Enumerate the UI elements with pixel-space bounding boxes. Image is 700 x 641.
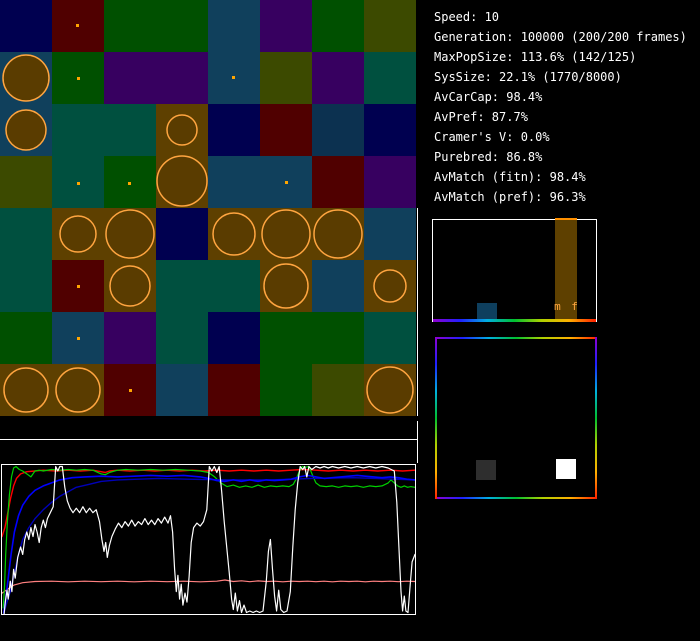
agent-circle [313, 209, 363, 259]
agent-circle [261, 209, 311, 259]
history-chart-plot [2, 465, 415, 614]
agent-circle [156, 155, 208, 207]
stat-line: AvMatch (fitn): 98.4% [434, 170, 586, 184]
scale-v-line [417, 208, 418, 416]
matrix-edge-left [435, 337, 437, 499]
agent-circle [109, 265, 151, 307]
agent-dot [128, 182, 131, 185]
world-cell [104, 312, 156, 364]
world-cell [312, 156, 364, 208]
agent-circle [2, 54, 50, 102]
world-cell [156, 260, 208, 312]
world-cell [156, 364, 208, 416]
stats-panel: Speed: 10 Generation: 100000 (200/200 fra… [434, 7, 687, 207]
world-cell [104, 0, 156, 52]
history-chart [1, 464, 416, 615]
agent-circle [3, 367, 49, 413]
agent-dot [77, 77, 80, 80]
hist-bar-small [477, 303, 497, 319]
world-cell [208, 260, 260, 312]
world-cell [260, 312, 312, 364]
population-histogram: m f [432, 218, 597, 322]
agent-circle [212, 212, 256, 256]
agent-dot [129, 389, 132, 392]
scale-h-line [0, 439, 417, 440]
world-cell [312, 260, 364, 312]
preference-matrix [435, 337, 597, 499]
world-cell [156, 208, 208, 260]
white-line [3, 465, 415, 614]
agent-circle [105, 209, 155, 259]
world-cell [364, 104, 416, 156]
matrix-edge-bottom [435, 497, 597, 499]
world-cell [364, 208, 416, 260]
world-cell [104, 52, 156, 104]
world-cell [364, 156, 416, 208]
agent-circle [59, 215, 97, 253]
world-cell [260, 364, 312, 416]
world-cell [312, 364, 364, 416]
world-cell [0, 260, 52, 312]
blue-line [2, 474, 415, 614]
stat-line: Cramer's V: 0.0% [434, 130, 550, 144]
dark-blue-line [3, 476, 415, 614]
world-grid [0, 0, 416, 416]
agent-dot [77, 182, 80, 185]
world-cell [364, 312, 416, 364]
world-cell [208, 104, 260, 156]
agent-circle [55, 367, 101, 413]
world-cell [0, 0, 52, 52]
world-cell [0, 208, 52, 260]
agent-dot [77, 285, 80, 288]
world-cell [156, 52, 208, 104]
world-cell [156, 0, 208, 52]
agent-circle [5, 109, 47, 151]
matrix-edge-right [595, 337, 597, 499]
world-cell [208, 312, 260, 364]
agent-dot [77, 337, 80, 340]
stat-line: AvMatch (pref): 96.3% [434, 190, 586, 204]
matrix-edge-top [435, 337, 597, 339]
agent-dot [232, 76, 235, 79]
world-cell [364, 0, 416, 52]
agent-circle [263, 263, 309, 309]
agent-dot [76, 24, 79, 27]
stat-line: Purebred: 86.8% [434, 150, 543, 164]
world-cell [260, 104, 312, 156]
world-cell [208, 156, 260, 208]
green-line [2, 465, 415, 609]
world-cell [312, 104, 364, 156]
stat-line: Generation: 100000 (200/200 frames) [434, 30, 687, 44]
stat-line: SysSize: 22.1% (1770/8000) [434, 70, 622, 84]
stat-line: AvCarCap: 98.4% [434, 90, 543, 104]
hist-bar-tall [555, 218, 577, 319]
stat-line: MaxPopSize: 113.6% (142/125) [434, 50, 637, 64]
histogram-mf-label: m f [554, 300, 580, 313]
agent-dot [285, 181, 288, 184]
stat-line: Speed: 10 [434, 10, 500, 24]
scale-v-line [417, 421, 418, 463]
matrix-cell-f [556, 459, 576, 479]
world-cell [312, 0, 364, 52]
world-cell [208, 0, 260, 52]
agent-circle [366, 366, 414, 414]
world-cell [104, 104, 156, 156]
hue-axis-strip [433, 319, 596, 322]
world-cell [260, 0, 312, 52]
matrix-cell-m [476, 460, 496, 480]
agent-circle [373, 269, 407, 303]
world-cell [364, 52, 416, 104]
world-cell [156, 312, 208, 364]
world-cell [208, 364, 260, 416]
world-cell [312, 312, 364, 364]
world-cell [312, 52, 364, 104]
pink-line [2, 579, 415, 594]
stat-line: AvPref: 87.7% [434, 110, 528, 124]
world-cell [0, 156, 52, 208]
agent-circle [166, 114, 198, 146]
world-cell [260, 52, 312, 104]
world-cell [52, 104, 104, 156]
world-cell [0, 312, 52, 364]
